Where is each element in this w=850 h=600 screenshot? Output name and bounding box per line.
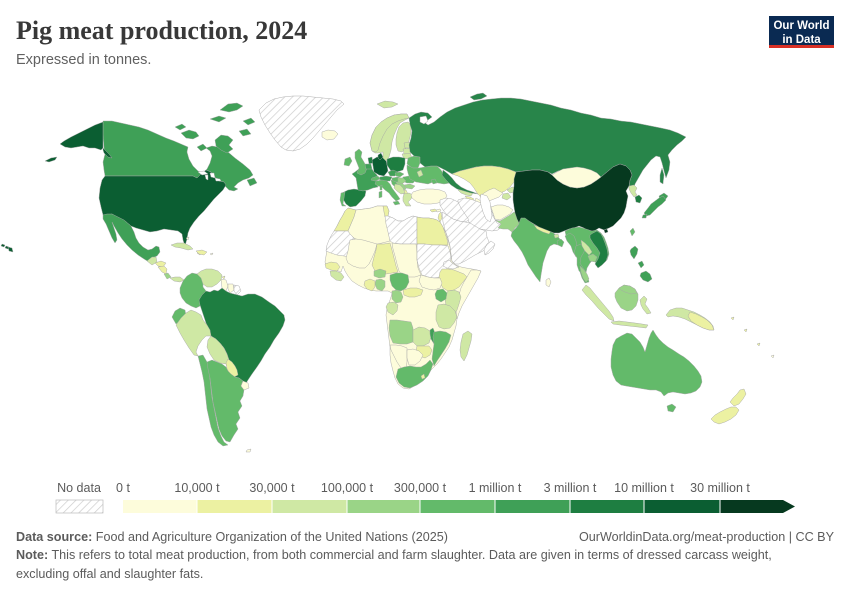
svg-text:10,000 t: 10,000 t	[174, 481, 220, 495]
svg-text:10 million t: 10 million t	[614, 481, 674, 495]
svg-text:100,000 t: 100,000 t	[321, 481, 374, 495]
svg-text:No data: No data	[57, 481, 101, 495]
svg-text:30 million t: 30 million t	[690, 481, 750, 495]
svg-text:3 million t: 3 million t	[544, 481, 597, 495]
svg-text:0 t: 0 t	[116, 481, 130, 495]
svg-text:300,000 t: 300,000 t	[394, 481, 447, 495]
svg-text:30,000 t: 30,000 t	[249, 481, 295, 495]
svg-text:1 million t: 1 million t	[469, 481, 522, 495]
